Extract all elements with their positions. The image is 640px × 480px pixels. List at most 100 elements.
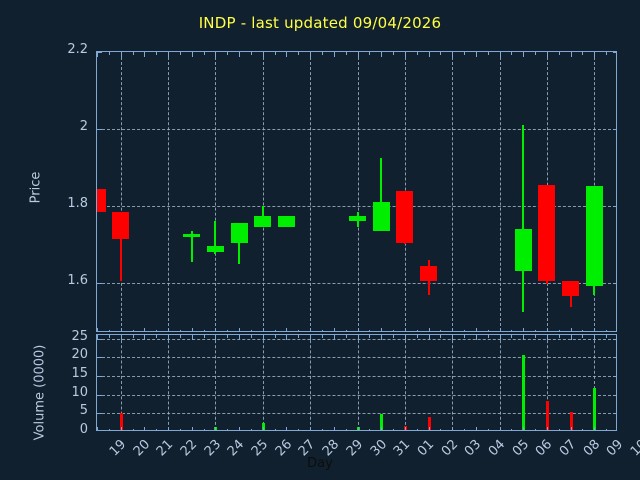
x-axis-tick xyxy=(215,335,217,340)
candle-wick xyxy=(190,230,193,262)
x-axis-tick xyxy=(499,427,501,430)
volume-bar xyxy=(522,354,526,430)
price-gridline-vertical xyxy=(499,52,501,331)
x-axis-tick xyxy=(475,427,477,430)
x-axis-minor-tick xyxy=(108,52,110,55)
x-axis-tick xyxy=(120,328,122,331)
x-axis-minor-tick xyxy=(108,335,110,338)
x-axis-minor-tick xyxy=(227,330,229,331)
x-axis-minor-tick xyxy=(558,52,560,55)
x-axis-minor-tick xyxy=(179,52,181,55)
x-axis-minor-tick xyxy=(179,335,181,338)
candle-wick xyxy=(119,211,122,282)
volume-bar xyxy=(427,416,431,430)
candle-body xyxy=(254,215,272,228)
x-axis-tick xyxy=(310,427,312,430)
x-axis-tick xyxy=(475,328,477,331)
x-axis-minor-tick xyxy=(156,429,158,430)
volume-gridline-vertical xyxy=(168,335,170,430)
x-axis-tick xyxy=(191,52,193,57)
candle-body xyxy=(420,265,438,282)
volume-bar xyxy=(380,414,384,430)
x-axis-tick xyxy=(381,328,383,331)
price-axis-tick xyxy=(613,205,616,207)
x-axis-tick xyxy=(215,427,217,430)
price-gridline xyxy=(97,282,616,284)
x-axis-tick xyxy=(333,328,335,331)
x-axis-minor-tick xyxy=(440,330,442,331)
x-axis-minor-tick xyxy=(464,330,466,331)
x-axis-tick xyxy=(310,52,312,57)
x-axis-tick xyxy=(404,427,406,430)
x-axis-tick xyxy=(357,335,359,340)
price-tick-label: 2 xyxy=(79,118,88,134)
chart-title: INDP - last updated 09/04/2026 xyxy=(198,14,442,32)
x-axis-minor-tick xyxy=(250,52,252,55)
price-tick-label: 1.8 xyxy=(67,195,88,211)
x-axis-tick xyxy=(546,328,548,331)
x-axis-tick xyxy=(357,52,359,57)
x-axis-tick xyxy=(120,427,122,430)
x-axis-tick xyxy=(570,427,572,430)
x-axis-tick xyxy=(120,52,122,57)
volume-gridline-vertical xyxy=(310,335,312,430)
x-axis-minor-tick xyxy=(203,335,205,338)
volume-tick-label: 0 xyxy=(79,422,88,437)
x-axis-tick xyxy=(168,52,170,57)
x-axis-tick xyxy=(286,328,288,331)
x-axis-minor-tick xyxy=(321,335,323,338)
x-axis-minor-tick xyxy=(535,335,537,338)
x-axis-minor-tick xyxy=(558,429,560,430)
x-axis-minor-tick xyxy=(274,52,276,55)
volume-axis-tick xyxy=(613,338,616,340)
price-axis-tick xyxy=(97,52,102,53)
x-axis-tick xyxy=(262,427,264,430)
x-axis-minor-tick xyxy=(582,52,584,55)
x-axis-tick xyxy=(239,52,241,57)
x-axis-tick xyxy=(452,335,454,340)
candle-body xyxy=(206,246,224,253)
volume-axis-tick xyxy=(613,394,616,396)
volume-axis-tick xyxy=(97,394,102,396)
x-axis-minor-tick xyxy=(535,330,537,331)
x-axis-tick xyxy=(404,52,406,57)
volume-axis-tick xyxy=(97,376,102,378)
candle-body xyxy=(349,215,366,222)
x-axis-tick xyxy=(452,328,454,331)
x-axis-tick xyxy=(594,328,596,331)
x-axis-minor-tick xyxy=(274,429,276,430)
x-axis-minor-tick xyxy=(606,429,608,430)
x-axis-minor-tick xyxy=(132,335,134,338)
x-axis-minor-tick xyxy=(393,330,395,331)
x-axis-minor-tick xyxy=(535,429,537,430)
volume-gridline xyxy=(97,376,616,378)
x-axis-tick xyxy=(428,328,430,331)
x-axis-minor-tick xyxy=(132,429,134,430)
x-axis-tick xyxy=(499,328,501,331)
x-axis-tick xyxy=(97,427,98,430)
x-axis-minor-tick xyxy=(511,52,513,55)
x-axis-tick xyxy=(97,52,98,57)
volume-axis-tick xyxy=(613,357,616,359)
volume-bar xyxy=(545,400,549,430)
volume-gridline-vertical xyxy=(215,335,217,430)
x-axis-minor-tick xyxy=(321,330,323,331)
candle-wick xyxy=(380,157,383,231)
x-axis-tick xyxy=(594,427,596,430)
price-axis-tick xyxy=(613,52,616,53)
x-axis-minor-tick xyxy=(369,429,371,430)
x-axis-tick xyxy=(570,328,572,331)
volume-gridline-vertical xyxy=(452,335,454,430)
x-axis-tick xyxy=(310,335,312,340)
x-axis-minor-tick xyxy=(558,330,560,331)
x-axis-minor-tick xyxy=(108,330,110,331)
x-axis-tick xyxy=(120,335,122,340)
x-axis-minor-tick xyxy=(345,52,347,55)
x-axis-minor-tick xyxy=(203,330,205,331)
volume-gridline xyxy=(97,338,616,340)
x-axis-minor-tick xyxy=(369,330,371,331)
x-axis-minor-tick xyxy=(132,330,134,331)
x-axis-title: Day xyxy=(307,456,333,471)
x-axis-minor-tick xyxy=(487,335,489,338)
x-axis-minor-tick xyxy=(321,52,323,55)
